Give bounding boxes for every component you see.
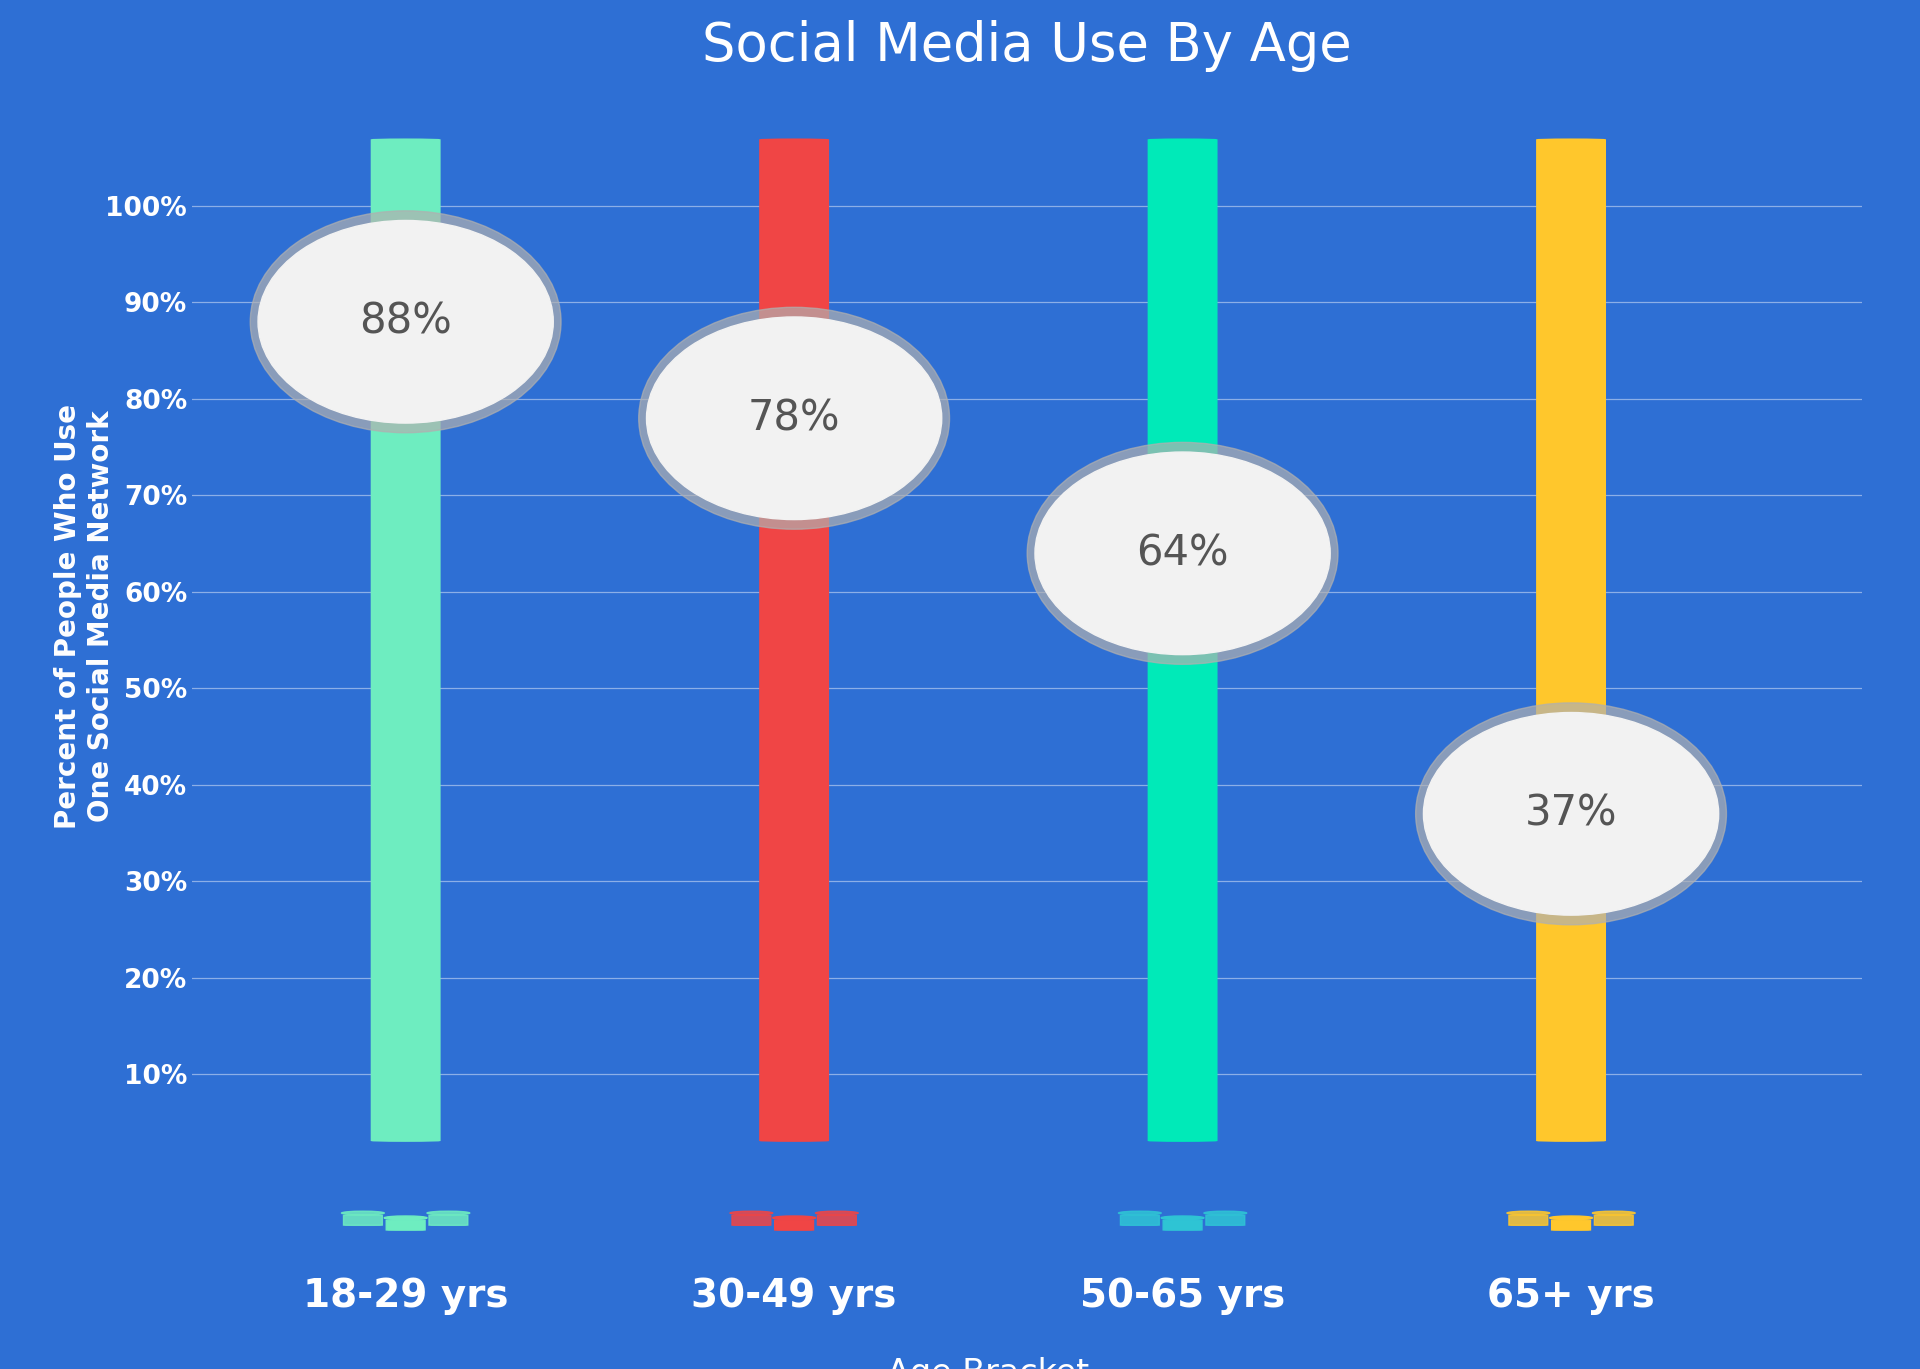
FancyBboxPatch shape bbox=[758, 138, 829, 1142]
FancyBboxPatch shape bbox=[386, 1220, 424, 1231]
Ellipse shape bbox=[772, 1216, 816, 1220]
Text: 64%: 64% bbox=[1137, 533, 1229, 575]
FancyBboxPatch shape bbox=[818, 1216, 856, 1225]
FancyBboxPatch shape bbox=[1148, 138, 1217, 1142]
FancyBboxPatch shape bbox=[371, 138, 440, 1142]
Text: Age Bracket: Age Bracket bbox=[887, 1357, 1089, 1369]
Ellipse shape bbox=[384, 1216, 426, 1220]
Text: 78%: 78% bbox=[749, 397, 841, 439]
FancyBboxPatch shape bbox=[1164, 1220, 1202, 1231]
Ellipse shape bbox=[1027, 442, 1338, 664]
FancyBboxPatch shape bbox=[774, 1220, 814, 1231]
Ellipse shape bbox=[250, 211, 561, 433]
FancyBboxPatch shape bbox=[1594, 1216, 1634, 1225]
FancyBboxPatch shape bbox=[732, 1216, 770, 1225]
FancyBboxPatch shape bbox=[1509, 1216, 1548, 1225]
Y-axis label: Percent of People Who Use
One Social Media Network: Percent of People Who Use One Social Med… bbox=[54, 404, 115, 828]
Text: 50-65 yrs: 50-65 yrs bbox=[1079, 1277, 1284, 1316]
Text: 88%: 88% bbox=[359, 301, 451, 342]
Ellipse shape bbox=[1119, 1212, 1162, 1214]
Ellipse shape bbox=[1592, 1212, 1636, 1214]
Ellipse shape bbox=[1549, 1216, 1592, 1220]
Text: 18-29 yrs: 18-29 yrs bbox=[303, 1277, 509, 1316]
FancyBboxPatch shape bbox=[1206, 1216, 1244, 1225]
Ellipse shape bbox=[730, 1212, 772, 1214]
Ellipse shape bbox=[1423, 712, 1718, 914]
Ellipse shape bbox=[1162, 1216, 1204, 1220]
FancyBboxPatch shape bbox=[1551, 1220, 1590, 1231]
Ellipse shape bbox=[257, 220, 553, 423]
Title: Social Media Use By Age: Social Media Use By Age bbox=[703, 21, 1352, 73]
Ellipse shape bbox=[1415, 702, 1726, 925]
Ellipse shape bbox=[1035, 452, 1331, 654]
Ellipse shape bbox=[1204, 1212, 1246, 1214]
FancyBboxPatch shape bbox=[1536, 138, 1605, 1142]
Ellipse shape bbox=[426, 1212, 470, 1214]
Text: 37%: 37% bbox=[1524, 793, 1617, 835]
Text: 65+ yrs: 65+ yrs bbox=[1488, 1277, 1655, 1316]
FancyBboxPatch shape bbox=[428, 1216, 468, 1225]
FancyBboxPatch shape bbox=[1121, 1216, 1160, 1225]
FancyBboxPatch shape bbox=[344, 1216, 382, 1225]
Ellipse shape bbox=[647, 318, 941, 520]
Text: 30-49 yrs: 30-49 yrs bbox=[691, 1277, 897, 1316]
Ellipse shape bbox=[639, 307, 950, 530]
Ellipse shape bbox=[816, 1212, 858, 1214]
Ellipse shape bbox=[342, 1212, 384, 1214]
Ellipse shape bbox=[1507, 1212, 1549, 1214]
